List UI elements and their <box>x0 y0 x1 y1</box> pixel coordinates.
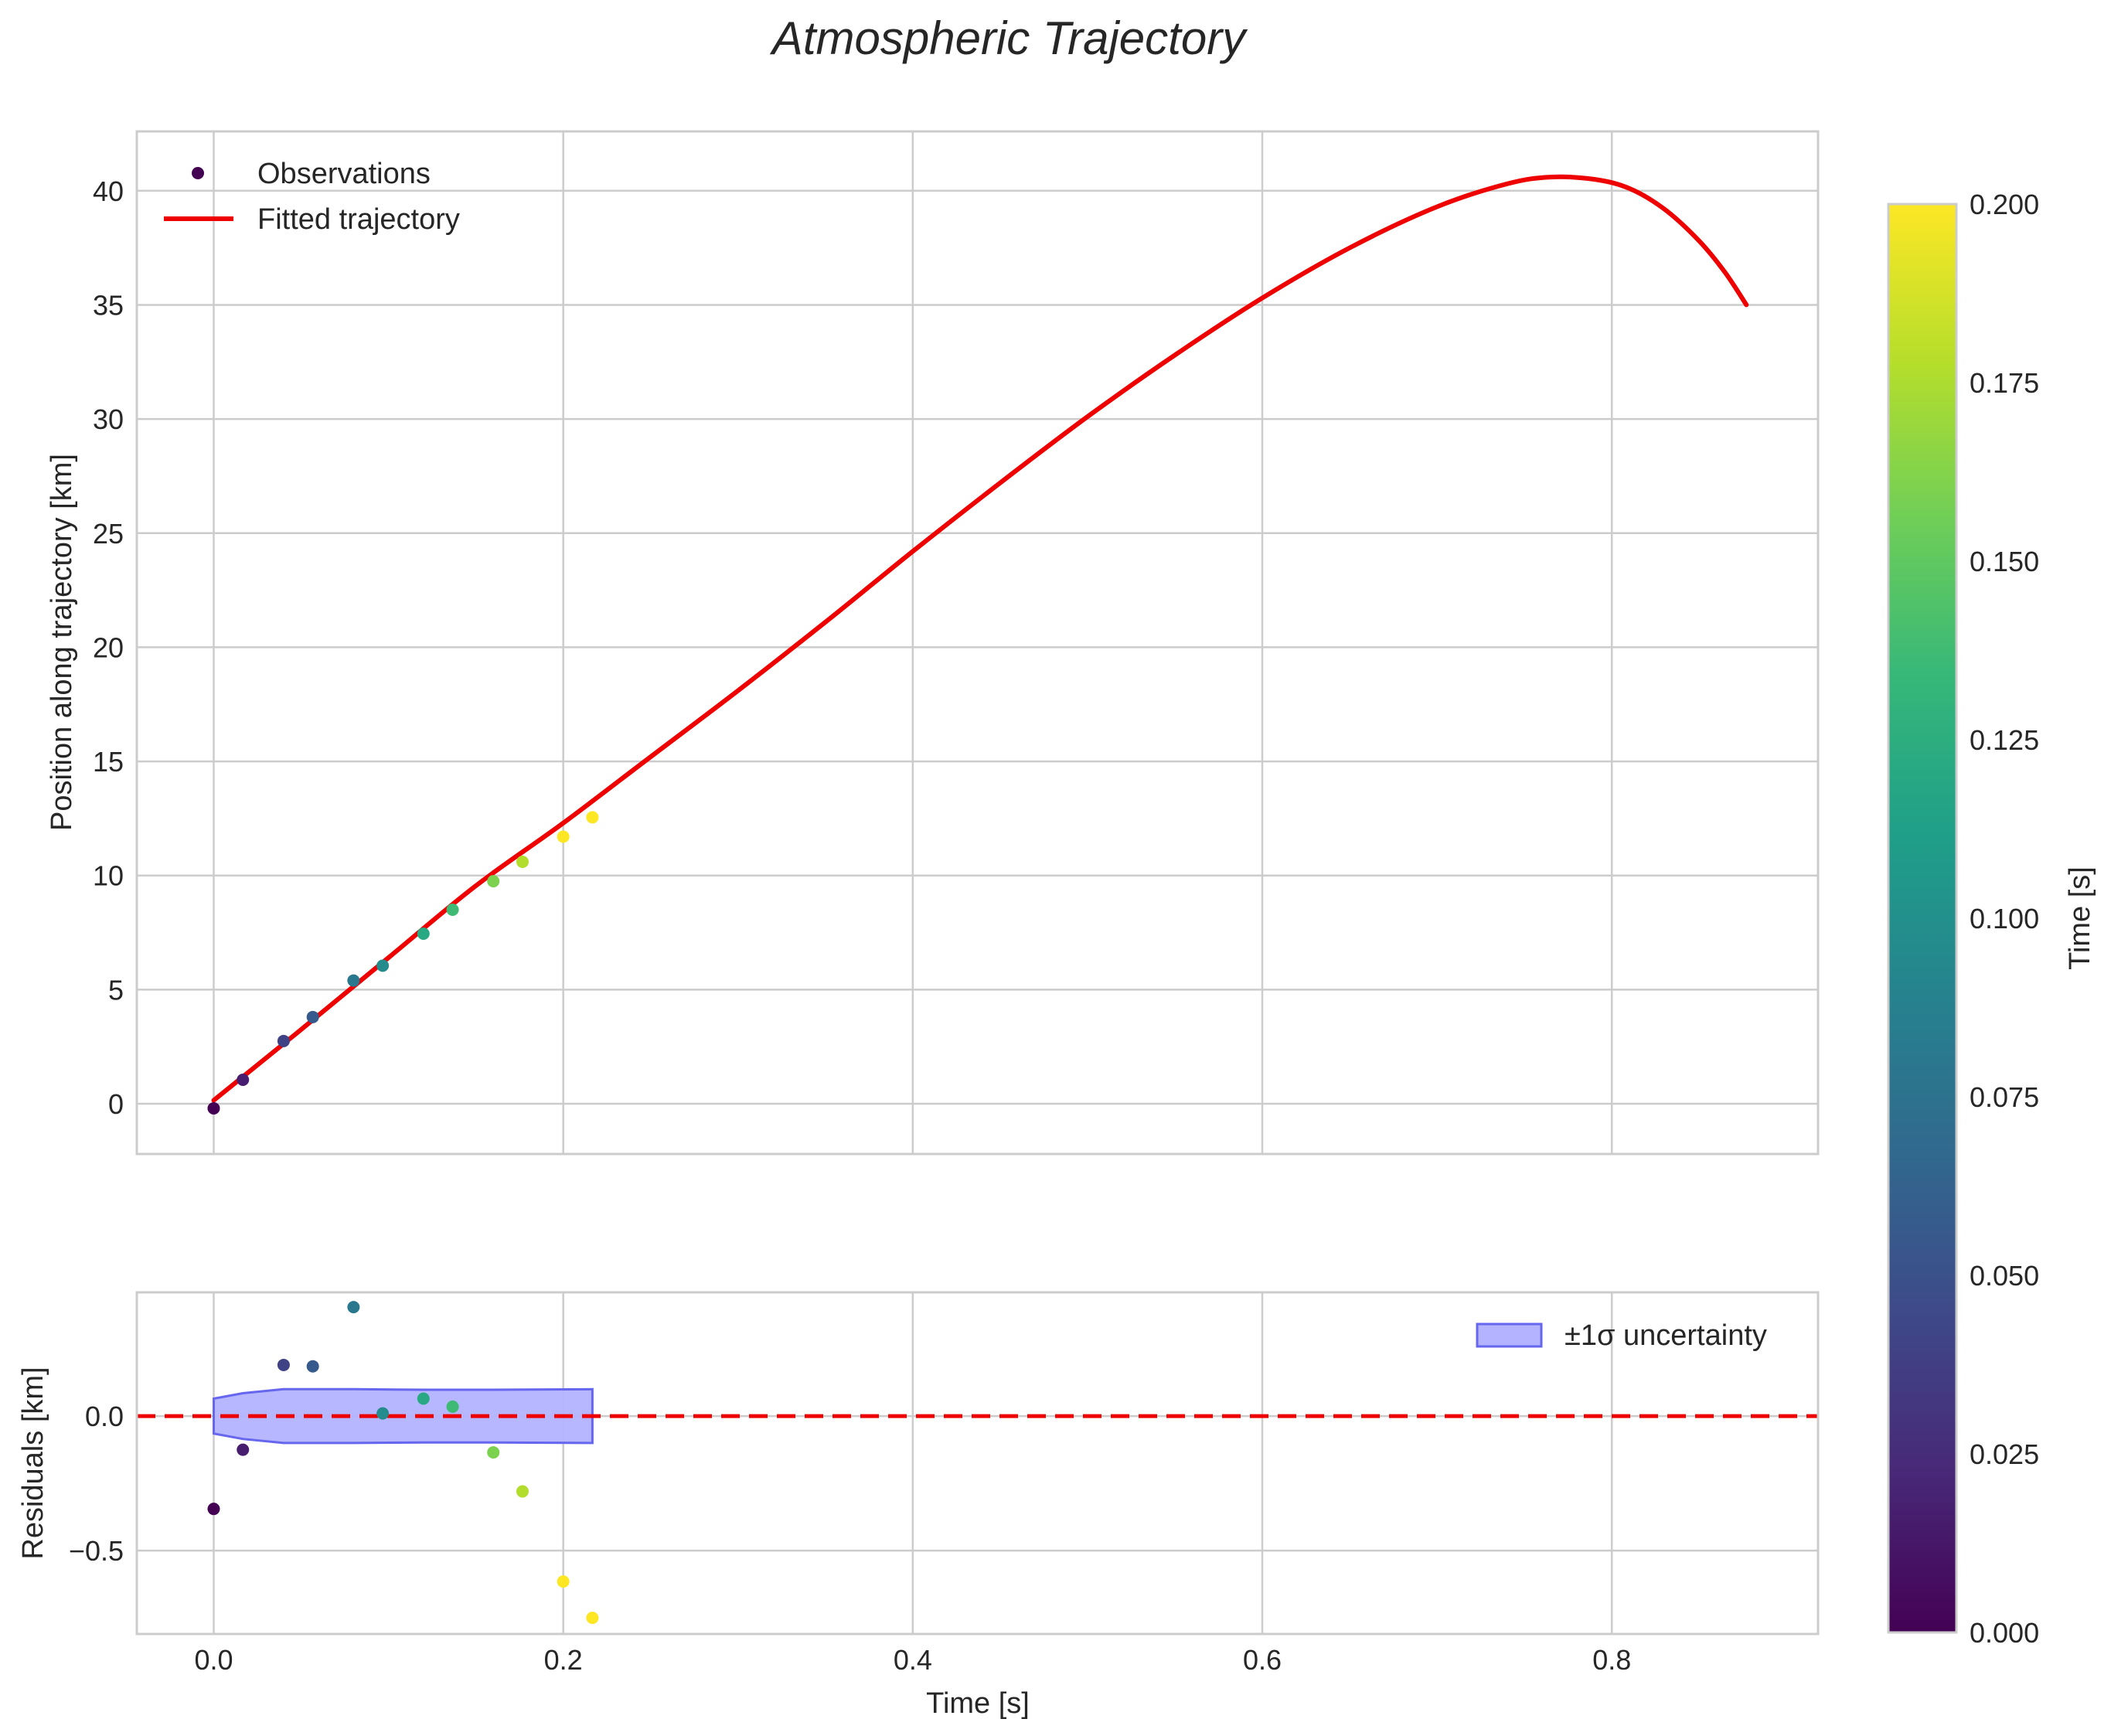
residual-point <box>586 1612 599 1625</box>
main-ytick-label: 20 <box>93 631 124 663</box>
legend-band-swatch <box>1476 1322 1543 1348</box>
colorbar-tick-label: 0.200 <box>1970 189 2039 220</box>
observation-point <box>207 1101 220 1115</box>
observation-point <box>446 904 459 917</box>
colorbar-tick-label: 0.150 <box>1970 546 2039 577</box>
colorbar-tick-label: 0.125 <box>1970 724 2039 756</box>
legend-band-label: ±1σ uncertainty <box>1565 1319 1767 1352</box>
residual-point <box>487 1446 500 1459</box>
residuals-ytick-label: −0.5 <box>69 1535 124 1567</box>
residuals-xtick-label: 0.0 <box>194 1644 233 1676</box>
main-ytick-label: 5 <box>108 974 124 1006</box>
colorbar-ticks: 0.000 0.025 0.050 0.075 0.100 0.125 0.150 0.175… <box>1970 189 2039 1649</box>
colorbar-tick-label: 0.175 <box>1970 367 2039 399</box>
main-ylabel: Position along trajectory [km] <box>46 454 78 831</box>
legend-observations-marker <box>192 167 204 179</box>
main-ytick-label: 10 <box>93 860 124 892</box>
residual-point <box>557 1575 570 1588</box>
main-legend: Observations Fitted trajectory <box>164 158 460 236</box>
observation-point <box>417 928 430 941</box>
colorbar-tick-label: 0.100 <box>1970 903 2039 934</box>
main-frame <box>135 130 1820 1156</box>
residuals-xtick-label: 0.6 <box>1243 1644 1282 1676</box>
residuals-xlabel: Time [s] <box>926 1687 1030 1720</box>
residuals-frame <box>135 1291 1820 1636</box>
residual-point <box>277 1358 290 1371</box>
main-ytick-label: 40 <box>93 175 124 207</box>
legend-observations-label: Observations <box>257 158 431 190</box>
main-grid <box>137 131 1818 1154</box>
observation-point <box>277 1034 290 1047</box>
colorbar-tick-label: 0.075 <box>1970 1081 2039 1113</box>
main-panel: 0 5 10 15 20 25 30 35 40 Position along trajecto… <box>46 130 1820 1156</box>
main-ytick-label: 25 <box>93 518 124 550</box>
observation-point <box>516 856 529 868</box>
residual-point <box>207 1503 220 1516</box>
residuals-xtick-label: 0.4 <box>894 1644 932 1676</box>
residuals-xticks: 0.0 0.2 0.4 0.6 0.8 <box>194 1644 1631 1676</box>
colorbar-label: Time [s] <box>2064 866 2096 970</box>
colorbar-gradient <box>1888 204 1956 1632</box>
residuals-ylabel: Residuals [km] <box>17 1367 49 1559</box>
residual-point <box>516 1485 529 1498</box>
main-ytick-label: 35 <box>93 289 124 321</box>
residuals-panel: 0.0 −0.5 0.0 0.2 0.4 0.6 0.8 Residuals [km] T… <box>17 1291 1820 1720</box>
residuals-yticks: 0.0 −0.5 <box>69 1401 124 1567</box>
residual-point <box>417 1392 430 1405</box>
residuals-xtick-label: 0.8 <box>1592 1644 1631 1676</box>
colorbar-tick-label: 0.000 <box>1970 1617 2039 1649</box>
observation-point <box>557 830 570 843</box>
residuals-legend: ±1σ uncertainty <box>1476 1319 1767 1352</box>
residual-point <box>347 1301 360 1314</box>
observation-point <box>347 974 360 987</box>
observation-points <box>207 811 599 1115</box>
residual-point <box>446 1400 459 1413</box>
chart-title: Atmospheric Trajectory <box>770 12 1248 64</box>
colorbar-frame <box>1887 203 1958 1634</box>
observation-point <box>487 875 500 888</box>
colorbar-tick-label: 0.025 <box>1970 1438 2039 1470</box>
observation-point <box>586 811 599 824</box>
residuals-ytick-label: 0.0 <box>85 1401 124 1432</box>
main-ytick-label: 30 <box>93 403 124 435</box>
observation-point <box>237 1074 250 1087</box>
legend-fit-label: Fitted trajectory <box>257 203 460 236</box>
main-ytick-label: 15 <box>93 746 124 778</box>
main-ytick-label: 0 <box>108 1088 124 1120</box>
fitted-trajectory-line <box>211 174 1749 1103</box>
colorbar-tick-label: 0.050 <box>1970 1260 2039 1292</box>
residual-point <box>306 1360 319 1373</box>
colorbar: 0.000 0.025 0.050 0.075 0.100 0.125 0.150 0.175… <box>1887 189 2096 1649</box>
residual-point <box>376 1407 390 1420</box>
residuals-xtick-label: 0.2 <box>544 1644 583 1676</box>
residual-points <box>207 1301 599 1625</box>
main-yticks: 0 5 10 15 20 25 30 35 40 <box>93 175 124 1120</box>
observation-point <box>376 959 390 972</box>
residual-point <box>237 1443 250 1456</box>
observation-point <box>306 1010 319 1023</box>
